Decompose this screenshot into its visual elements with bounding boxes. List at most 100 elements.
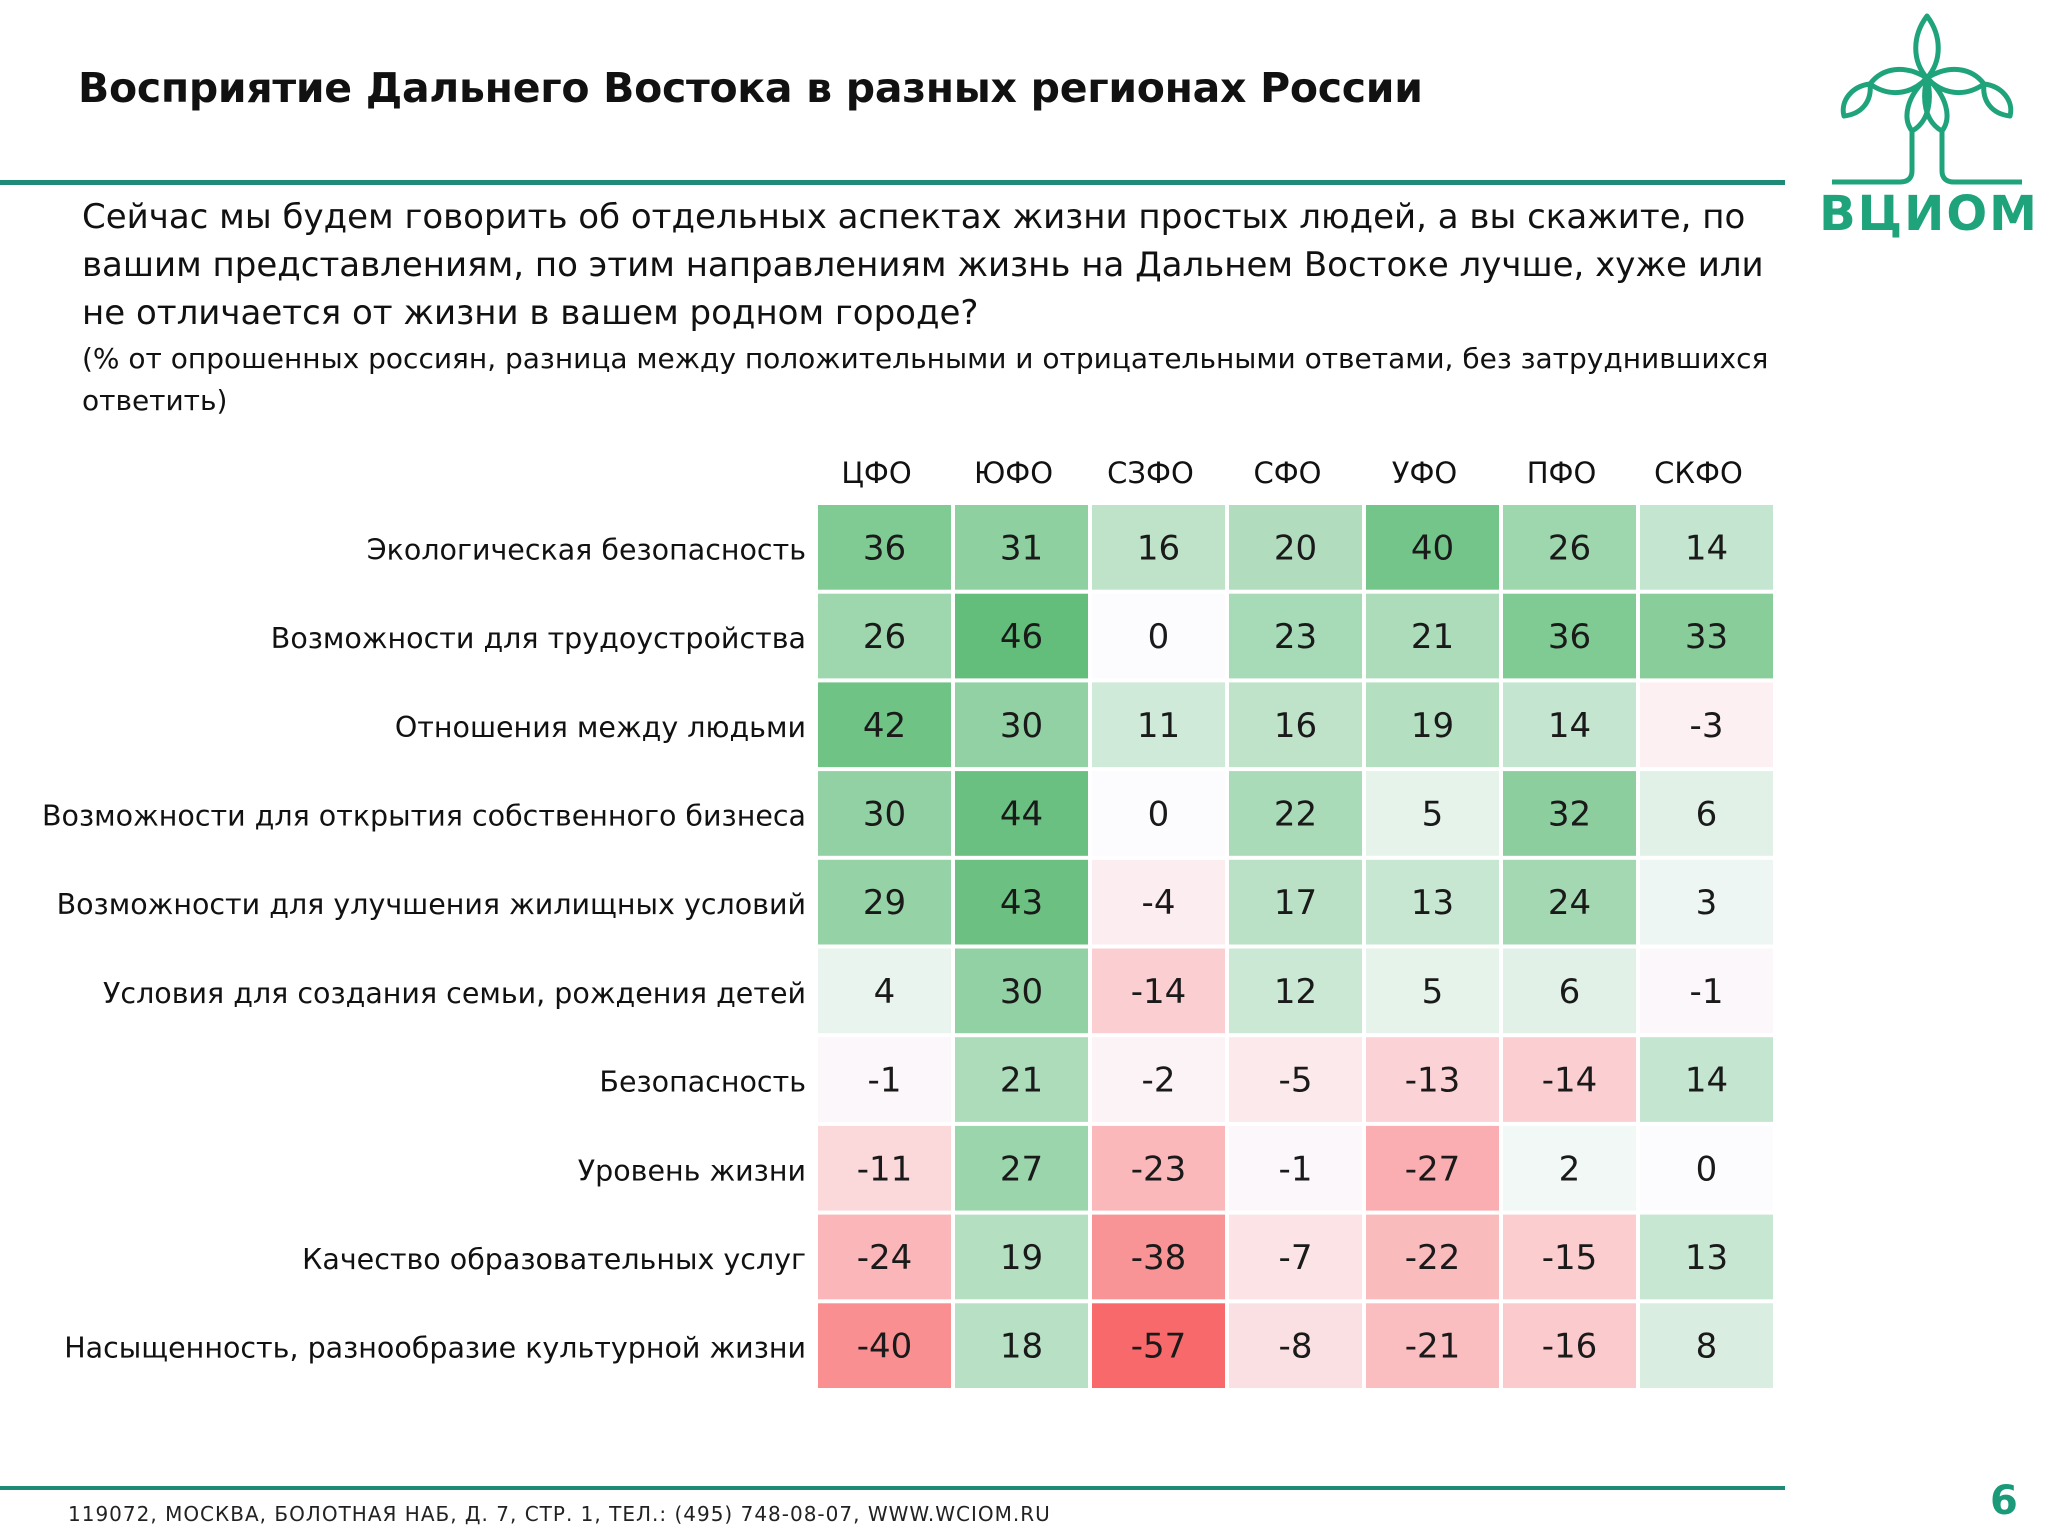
heatmap-cell <box>818 771 951 856</box>
heatmap-cell <box>1229 1303 1362 1388</box>
column-header: СФО <box>1253 456 1321 490</box>
cell-value: 29 <box>863 883 906 923</box>
cell-value: -8 <box>1279 1327 1313 1367</box>
heatmap-cell <box>1366 1125 1499 1211</box>
cell-value: 8 <box>1696 1327 1718 1367</box>
tree-logo-icon <box>1832 13 2022 185</box>
heatmap-cell <box>818 505 951 590</box>
cell-value: -3 <box>1690 706 1724 746</box>
heatmap-cell <box>1366 505 1499 590</box>
heatmap-cell <box>1503 682 1636 768</box>
cell-value: 6 <box>1696 794 1718 834</box>
heatmap-cell <box>1366 593 1499 679</box>
cell-value: -16 <box>1542 1327 1598 1367</box>
cell-value: 6 <box>1559 972 1581 1012</box>
heatmap-cell <box>1092 771 1225 856</box>
heatmap-cell <box>955 771 1088 856</box>
row-label: Возможности для улучшения жилищных услов… <box>57 888 806 921</box>
cell-value: 26 <box>863 617 906 657</box>
heatmap-cell <box>1503 948 1636 1034</box>
cell-value: 30 <box>1000 706 1043 746</box>
cell-value: 24 <box>1548 883 1591 923</box>
cell-value: 19 <box>1000 1238 1043 1278</box>
footer-address: 119072, МОСКВА, БОЛОТНАЯ НАБ, Д. 7, СТР.… <box>68 1502 1051 1526</box>
heatmap-cell <box>1640 682 1773 768</box>
cell-value: 42 <box>863 706 906 746</box>
bottom-rule <box>0 1486 1785 1490</box>
cell-value: -15 <box>1542 1238 1598 1278</box>
heatmap-cell <box>1503 771 1636 856</box>
heatmap-cell <box>1366 948 1499 1034</box>
cell-value: 17 <box>1274 883 1317 923</box>
cell-value: 4 <box>874 972 896 1012</box>
cell-value: 2 <box>1559 1149 1581 1189</box>
cell-value: -38 <box>1131 1238 1187 1278</box>
heatmap-cell <box>955 593 1088 679</box>
cell-value: 14 <box>1548 706 1591 746</box>
cell-value: 21 <box>1000 1061 1043 1101</box>
cell-value: 22 <box>1274 794 1317 834</box>
cell-value: 36 <box>863 528 906 568</box>
heatmap-cell <box>1366 1303 1499 1388</box>
heatmap-cell <box>1640 1037 1773 1122</box>
heatmap-cell <box>1229 859 1362 945</box>
top-rule <box>0 180 1785 185</box>
cell-value: 44 <box>1000 794 1043 834</box>
logo-text: ВЦИОМ <box>1819 186 2039 242</box>
cell-value: 3 <box>1696 883 1718 923</box>
heatmap-cell <box>1092 1214 1225 1300</box>
heatmap-cell <box>818 593 951 679</box>
slide-title: Восприятие Дальнего Востока в разных рег… <box>78 64 1423 112</box>
cell-value: 0 <box>1148 794 1170 834</box>
cell-value: 30 <box>1000 972 1043 1012</box>
heatmap-cell <box>1229 1037 1362 1122</box>
cell-value: -2 <box>1142 1061 1176 1101</box>
cell-value: 5 <box>1422 794 1444 834</box>
heatmap-cell <box>1229 1125 1362 1211</box>
cell-value: -57 <box>1131 1327 1187 1367</box>
heatmap-cell <box>1366 1214 1499 1300</box>
heatmap-cell <box>1640 1303 1773 1388</box>
heatmap-cell <box>1640 859 1773 945</box>
row-label: Насыщенность, разнообразие культурной жи… <box>64 1332 806 1365</box>
column-header: ЦФО <box>841 456 911 490</box>
cell-value: -27 <box>1405 1149 1461 1189</box>
cell-value: 23 <box>1274 617 1317 657</box>
heatmap-cell <box>1092 682 1225 768</box>
heatmap-cell <box>818 948 951 1034</box>
heatmap-cell <box>818 1303 951 1388</box>
cell-value: 36 <box>1548 617 1591 657</box>
heatmap-cell <box>1092 1037 1225 1122</box>
cell-value: -22 <box>1405 1238 1461 1278</box>
cell-value: 31 <box>1000 528 1043 568</box>
heatmap-cell <box>1229 682 1362 768</box>
heatmap-cell <box>1503 1303 1636 1388</box>
heatmap-cell <box>1503 1214 1636 1300</box>
cell-value: -1 <box>1690 972 1724 1012</box>
row-label: Качество образовательных услуг <box>302 1243 806 1276</box>
heatmap-cell <box>1229 505 1362 590</box>
heatmap-cell <box>1229 1214 1362 1300</box>
cell-value: -5 <box>1279 1061 1313 1101</box>
heatmap-cell <box>1503 859 1636 945</box>
row-label: Безопасность <box>599 1066 806 1099</box>
cell-value: -21 <box>1405 1327 1461 1367</box>
row-label: Экологическая безопасность <box>367 533 806 566</box>
heatmap-cell <box>1092 505 1225 590</box>
heatmap-cell <box>1092 948 1225 1034</box>
cell-value: 20 <box>1274 528 1317 568</box>
cell-value: -24 <box>857 1238 913 1278</box>
heatmap-cell <box>1229 948 1362 1034</box>
heatmap-cell <box>1503 1037 1636 1122</box>
cell-value: 16 <box>1137 528 1180 568</box>
cell-value: -11 <box>857 1149 913 1189</box>
heatmap-cell <box>818 1214 951 1300</box>
heatmap-cell <box>1640 1125 1773 1211</box>
heatmap-cell <box>955 505 1088 590</box>
heatmap-cell <box>1229 771 1362 856</box>
heatmap-cell <box>1366 771 1499 856</box>
column-header: СЗФО <box>1107 456 1194 490</box>
heatmap-cell <box>955 1125 1088 1211</box>
cell-value: -14 <box>1131 972 1187 1012</box>
cell-value: 16 <box>1274 706 1317 746</box>
